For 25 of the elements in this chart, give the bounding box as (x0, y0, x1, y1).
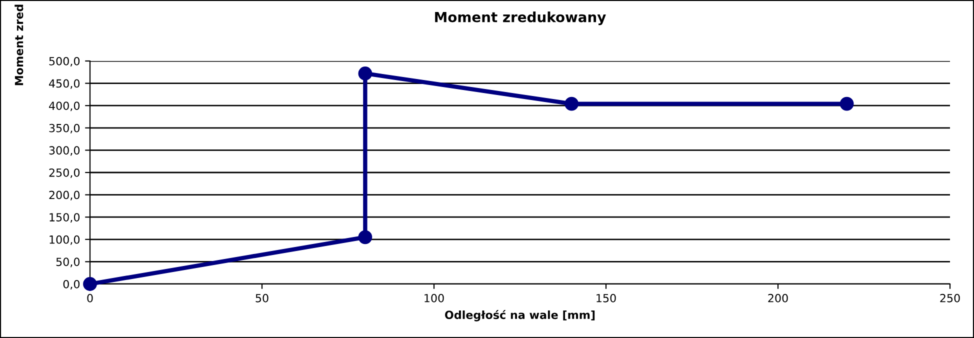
x-tick-label: 100 (424, 294, 444, 302)
point (83, 277, 97, 291)
y-tick-label: 100,0 (50, 235, 80, 245)
point (358, 66, 372, 80)
x-tick-label: 0 (87, 294, 93, 302)
y-tick-label: 350,0 (49, 124, 80, 134)
chart-title: Moment zredukowany (435, 12, 606, 26)
y-tick-label: 50,0 (56, 258, 80, 268)
x-tick-label: 50 (256, 294, 268, 302)
y-tick-label: 250,0 (49, 168, 80, 178)
y-tick-label: 400,0 (49, 102, 80, 112)
y-tick-label: 150,0 (50, 213, 80, 223)
y-tick-label: 450,0 (49, 79, 80, 89)
y-tick-label: 500,0 (49, 56, 80, 67)
y-axis-title: Moment zred (14, 4, 24, 86)
x-tick-label: 200 (768, 294, 788, 302)
y-tick-label: 300,0 (49, 146, 80, 156)
y-tick-label: 200,0 (49, 190, 80, 200)
point (564, 96, 579, 111)
x-axis-title: Odległość na wale [mm] (445, 310, 595, 322)
x-tick-label: 250 (940, 294, 960, 302)
point (840, 96, 854, 111)
x-tick-label: 150 (596, 294, 616, 302)
y-tick-label: 0,0 (63, 280, 80, 290)
point (358, 230, 372, 244)
